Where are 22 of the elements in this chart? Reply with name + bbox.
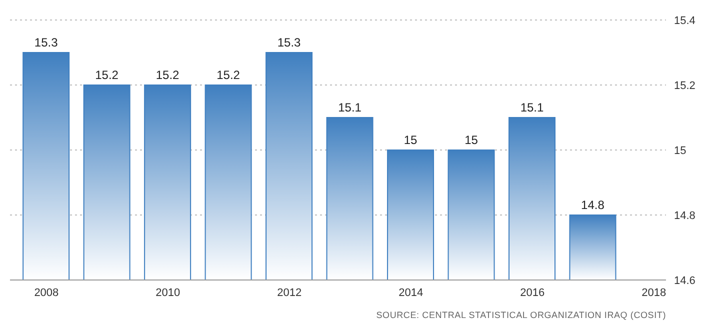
data-label: 15	[464, 133, 478, 147]
data-label: 15.3	[34, 36, 58, 50]
data-label: 15.2	[156, 68, 180, 82]
data-label: 15.1	[338, 100, 362, 114]
data-label: 15.3	[277, 36, 302, 50]
x-tick-label: 2010	[156, 286, 180, 299]
data-label: 15	[404, 133, 418, 147]
y-tick-label: 15	[674, 144, 686, 157]
x-tick-label: 2016	[520, 286, 545, 299]
x-tick-label: 2018	[642, 286, 666, 299]
x-tick-label: 2012	[277, 286, 302, 299]
data-label: 15.1	[520, 100, 544, 114]
data-label: 15.2	[216, 68, 240, 82]
x-tick-label: 2008	[34, 286, 59, 299]
y-tick-label: 15.2	[674, 80, 696, 92]
x-tick-label: 2014	[398, 286, 424, 299]
y-tick-label: 14.6	[674, 274, 696, 287]
data-label: 14.8	[581, 198, 605, 212]
data-label: 15.2	[95, 68, 119, 82]
source-note: SOURCE: CENTRAL STATISTICAL ORGANIZATION IRAQ (COSIT)	[376, 310, 666, 320]
y-tick-label: 14.8	[674, 210, 696, 222]
y-tick-label: 15.4	[674, 14, 696, 27]
